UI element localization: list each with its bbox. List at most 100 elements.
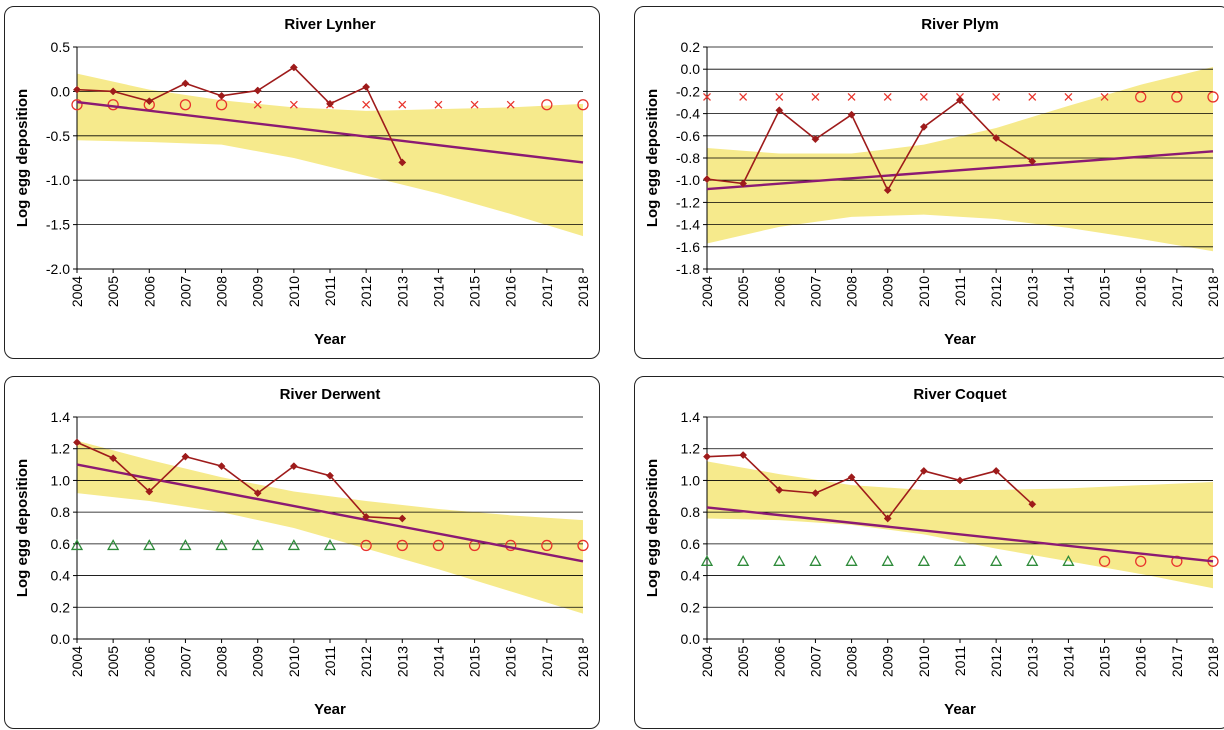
- x-tick-label: 2004: [69, 646, 85, 677]
- cross-marker: [703, 92, 711, 101]
- observed-point: [883, 514, 892, 523]
- x-tick-label: 2012: [988, 276, 1004, 307]
- observed-line: [76, 66, 404, 163]
- x-tick-label: 2016: [503, 646, 519, 677]
- cross-marker: [253, 100, 262, 109]
- observed-point: [289, 462, 298, 471]
- cross-marker: [1028, 92, 1037, 101]
- x-tick-label: 2007: [177, 276, 193, 307]
- y-tick-label: 0.2: [681, 39, 701, 55]
- x-tick-label: 2016: [503, 276, 519, 307]
- cross-marker: [919, 92, 928, 101]
- chart-title: River Coquet: [913, 386, 1006, 403]
- triangle-marker: [809, 554, 822, 566]
- cross-marker: [883, 92, 892, 101]
- confidence-band: [707, 66, 1213, 252]
- x-tick-label: 2015: [467, 276, 483, 307]
- y-tick-label: -1.8: [676, 261, 700, 277]
- confidence-band: [707, 461, 1213, 589]
- x-tick-label: 2010: [916, 276, 932, 307]
- circle-marker: [1098, 555, 1111, 567]
- x-tick-label: 2011: [322, 276, 338, 306]
- y-tick-label: 0.0: [681, 61, 701, 77]
- y-tick-label: 1.4: [681, 409, 701, 425]
- y-tick-label: 0.8: [681, 504, 701, 520]
- x-tick-label: 2008: [214, 276, 230, 307]
- observed-point: [109, 454, 118, 463]
- confidence-band: [77, 73, 583, 237]
- circle-marker: [360, 539, 372, 552]
- x-tick-label: 2006: [141, 646, 157, 677]
- observed-point: [775, 106, 784, 115]
- observed-point: [847, 110, 856, 119]
- y-axis-label: Log egg deposition: [14, 89, 31, 227]
- x-tick-label: 2008: [844, 276, 860, 307]
- x-tick-label: 2016: [1133, 276, 1149, 307]
- y-axis-label: Log egg deposition: [644, 459, 661, 597]
- chart-panel-2: River Plym -1.8 -1.6 -1.4 -1.2 -1.0 -0.8 -0.6 -0…: [634, 6, 1224, 359]
- triangle-marker: [990, 554, 1003, 566]
- x-tick-label: 2012: [358, 276, 374, 307]
- x-tick-label: 2012: [358, 646, 374, 677]
- cross-marker: [289, 100, 298, 109]
- observed-line: [76, 441, 403, 520]
- x-tick-label: 2010: [286, 646, 302, 677]
- observed-point: [145, 97, 154, 106]
- y-tick-label: 1.2: [51, 441, 71, 457]
- observed-point: [811, 135, 820, 144]
- x-tick-label: 2010: [286, 276, 302, 307]
- y-tick-label: 0.5: [51, 39, 71, 55]
- circle-marker: [71, 99, 83, 111]
- observed-point: [703, 175, 711, 184]
- chart-title: River Plym: [921, 16, 999, 33]
- chart-svg: River Lynher -2.0 -1.5 -1.0 -0.5 0.0 0.5 2004 20…: [14, 16, 591, 348]
- observed-point: [253, 489, 262, 498]
- y-axis-label: Log egg deposition: [14, 459, 31, 597]
- triangle-marker: [323, 539, 337, 551]
- triangle-marker: [700, 554, 714, 566]
- y-tick-label: -2.0: [46, 261, 70, 277]
- cross-marker: [1064, 92, 1073, 101]
- observed-point: [398, 158, 407, 167]
- observed-point: [956, 96, 964, 105]
- triangle-marker: [70, 539, 84, 551]
- y-tick-label: -1.5: [46, 217, 70, 233]
- y-tick-label: -1.2: [676, 194, 700, 210]
- triangle-marker: [1026, 554, 1039, 566]
- observed-point: [956, 476, 964, 485]
- observed-point: [883, 186, 892, 195]
- x-tick-label: 2004: [699, 646, 715, 677]
- x-tick-label: 2017: [539, 276, 555, 307]
- chart-svg: River Plym -1.8 -1.6 -1.4 -1.2 -1.0 -0.8 -0.6 -0…: [644, 16, 1221, 348]
- y-tick-label: -0.6: [676, 128, 700, 144]
- x-tick-label: 2013: [394, 646, 410, 677]
- observed-point: [109, 87, 118, 96]
- cross-marker: [1100, 92, 1109, 101]
- chart-svg: River Coquet 0.0 0.2 0.4 0.6 0.8 1.0 1.2 1.4 2004…: [644, 386, 1221, 718]
- x-tick-label: 2012: [988, 646, 1004, 677]
- x-tick-label: 2005: [105, 646, 121, 677]
- x-tick-label: 2006: [771, 646, 787, 677]
- x-axis-label: Year: [944, 331, 976, 348]
- x-tick-label: 2009: [250, 276, 266, 307]
- triangle-marker: [251, 539, 264, 551]
- circle-marker: [1135, 555, 1147, 567]
- x-tick-label: 2018: [575, 646, 591, 677]
- observed-point: [73, 85, 81, 94]
- x-tick-label: 2009: [880, 646, 896, 677]
- circle-marker: [541, 99, 553, 111]
- y-tick-label: 0.6: [51, 536, 71, 552]
- observed-point: [326, 99, 334, 108]
- observed-point: [739, 179, 748, 188]
- observed-point: [919, 122, 928, 131]
- x-tick-label: 2017: [539, 646, 555, 677]
- chart-title: River Lynher: [284, 16, 375, 33]
- cross-marker: [362, 100, 371, 109]
- cross-marker: [506, 100, 515, 109]
- trend-line: [706, 150, 1214, 191]
- y-tick-label: 0.4: [681, 568, 701, 584]
- circle-marker: [396, 539, 408, 552]
- x-tick-label: 2007: [807, 646, 823, 677]
- x-tick-label: 2005: [735, 646, 751, 677]
